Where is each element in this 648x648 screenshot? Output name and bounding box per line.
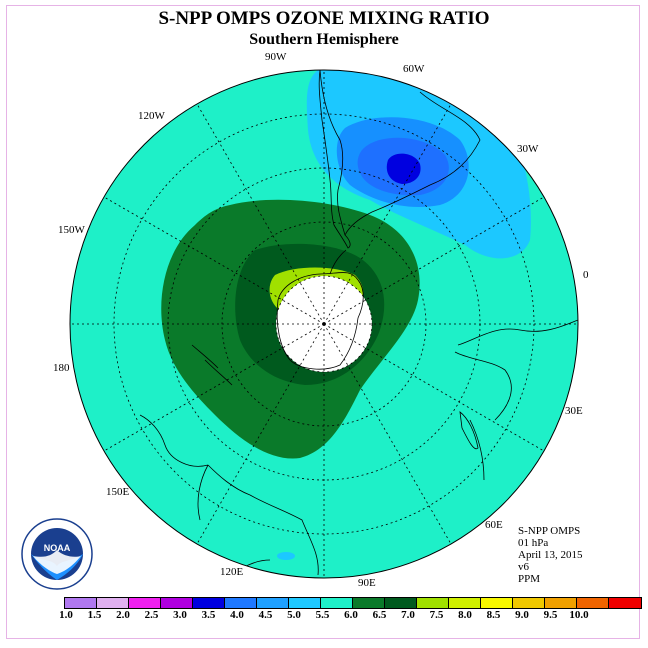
colorbar-tick-label: 2.0 xyxy=(116,609,130,621)
colorbar-swatch xyxy=(129,598,161,608)
south-pole-marker xyxy=(322,322,326,326)
colorbar-swatch xyxy=(289,598,321,608)
colorbar-swatch xyxy=(577,598,609,608)
colorbar-swatch xyxy=(225,598,257,608)
colorbar-tick-label: 3.5 xyxy=(201,609,216,621)
deep-blue-core xyxy=(386,153,421,184)
colorbar-swatch xyxy=(449,598,481,608)
lon-label-180: 180 xyxy=(53,362,70,374)
madagascar-coast xyxy=(459,411,479,450)
colorbar-tick-label: 1.5 xyxy=(87,609,102,621)
map-title: S-NPP OMPS OZONE MIXING RATIO xyxy=(158,8,490,29)
south-america-coast xyxy=(318,70,351,249)
colorbar-tick-label: 10.0 xyxy=(569,609,589,621)
colorbar-swatch xyxy=(193,598,225,608)
coastlines xyxy=(139,70,578,576)
colorbar-tick-label: 4.5 xyxy=(258,609,273,621)
units-label: PPM xyxy=(518,573,541,585)
colorbar-swatch xyxy=(97,598,129,608)
noaa-logo: NOAA xyxy=(21,518,93,590)
lon-label-60w: 60W xyxy=(403,63,425,75)
colorbar-swatch xyxy=(417,598,449,608)
colorbar-ticks: 1.0 1.5 2.0 2.5 3.0 3.5 4.0 4.5 5.0 5.5 6.0 6.5 7.0 7… xyxy=(54,609,594,623)
lon-label-150e: 150E xyxy=(106,486,130,498)
colorbar-tick-label: 6.0 xyxy=(344,609,358,621)
lon-label-30w: 30W xyxy=(517,143,539,155)
colorbar-tick-label: 1.0 xyxy=(59,609,73,621)
colorbar-tick-label: 5.0 xyxy=(287,609,301,621)
colorbar-swatch xyxy=(385,598,417,608)
colorbar-tick-label: 6.5 xyxy=(372,609,387,621)
svg-text:NOAA: NOAA xyxy=(44,543,71,553)
colorbar-swatch xyxy=(353,598,385,608)
figure-frame xyxy=(6,5,640,639)
lon-label-90w: 90W xyxy=(265,51,287,63)
colorbar xyxy=(64,597,642,609)
colorbar-swatch xyxy=(65,598,97,608)
colorbar-swatch xyxy=(545,598,577,608)
africa-coast xyxy=(454,319,578,481)
lon-label-150w: 150W xyxy=(58,224,86,236)
antarctic-peninsula xyxy=(329,249,347,275)
colorbar-tick-label: 5.5 xyxy=(315,609,330,621)
colorbar-tick-label: 4.0 xyxy=(230,609,244,621)
antarctica-coast xyxy=(276,272,364,370)
colorbar-tick-label: 9.5 xyxy=(543,609,558,621)
colorbar-swatch xyxy=(609,598,641,608)
colorbar-tick-label: 8.0 xyxy=(458,609,472,621)
new-zealand-coast xyxy=(191,344,233,386)
instrument-label: S-NPP OMPS xyxy=(518,525,581,537)
colorbar-swatch xyxy=(513,598,545,608)
lon-label-120e: 120E xyxy=(220,566,244,578)
colorbar-tick-label: 2.5 xyxy=(144,609,159,621)
colorbar-swatch xyxy=(321,598,353,608)
colorbar-swatch xyxy=(257,598,289,608)
map-boundary xyxy=(69,69,579,579)
colorbar-tick-label: 8.5 xyxy=(486,609,501,621)
colorbar-swatch xyxy=(161,598,193,608)
colorbar-tick-label: 7.0 xyxy=(401,609,415,621)
colorbar-swatch xyxy=(481,598,513,608)
info-panel: S-NPP OMPS 01 hPa April 13, 2015 v6 PPM xyxy=(518,525,582,585)
version-label: v6 xyxy=(518,561,529,573)
lon-label-90e: 90E xyxy=(358,577,376,589)
lon-label-60e: 60E xyxy=(485,519,503,531)
map-subtitle: Southern Hemisphere xyxy=(249,31,399,48)
lon-label-120w: 120W xyxy=(138,110,166,122)
small-blue-patch xyxy=(277,552,295,560)
colorbar-tick-label: 9.0 xyxy=(515,609,529,621)
graticule xyxy=(70,70,578,578)
colorbar-tick-label: 7.5 xyxy=(429,609,444,621)
south-america-east-coast xyxy=(344,91,481,236)
lon-label-0: 0 xyxy=(583,269,589,281)
australia-coast xyxy=(139,414,319,576)
pressure-level: 01 hPa xyxy=(518,537,549,549)
lon-label-30e: 30E xyxy=(565,405,583,417)
observation-date: April 13, 2015 xyxy=(518,549,583,561)
colorbar-tick-label: 3.0 xyxy=(173,609,187,621)
